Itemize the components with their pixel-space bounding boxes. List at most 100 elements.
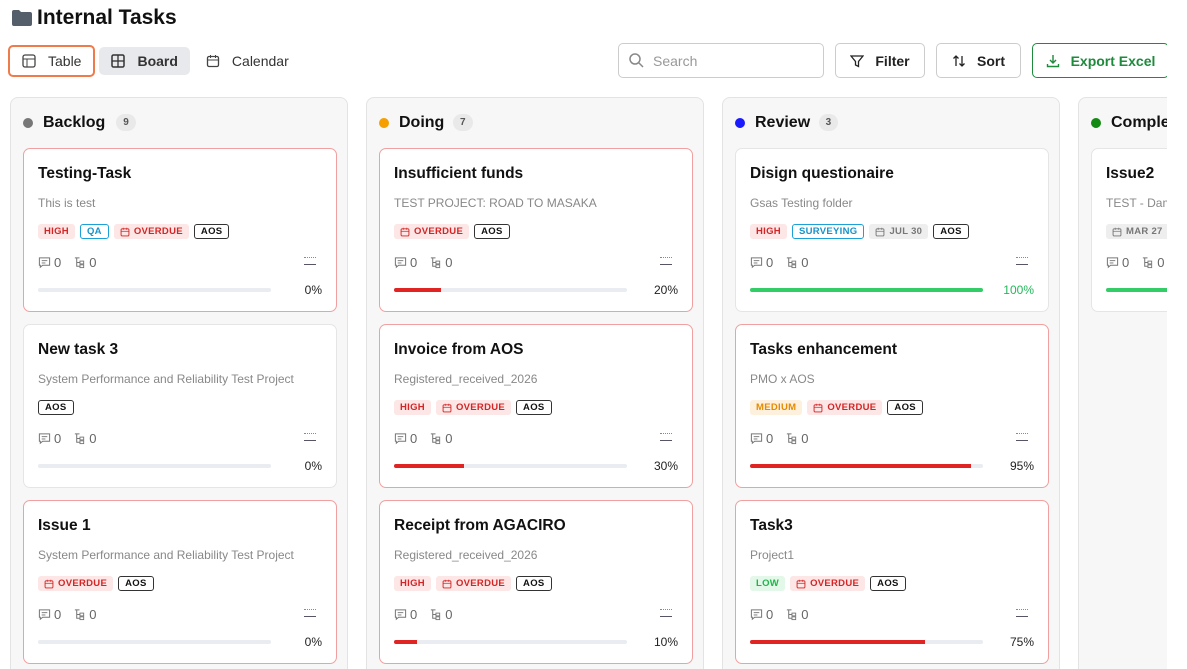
assignee-logo bbox=[660, 257, 672, 265]
card-title: New task 3 bbox=[38, 341, 119, 358]
tag-row: MEDIUM OVERDUE AOS bbox=[750, 400, 928, 415]
view-tab[interactable]: Board bbox=[99, 47, 190, 75]
tag-calendar-icon bbox=[400, 227, 410, 237]
subtask-count: 0 bbox=[801, 431, 809, 446]
tag-label: AOS bbox=[45, 402, 67, 413]
tag-calendar-icon-svg bbox=[44, 579, 54, 588]
view-icon bbox=[22, 54, 36, 68]
assignee-logo bbox=[304, 433, 316, 441]
task-card[interactable]: Issue 1 System Performance and Reliabilit… bbox=[23, 500, 337, 664]
card-title: Tasks enhancement bbox=[750, 341, 898, 358]
task-card[interactable]: Tasks enhancement PMO x AOS MEDIUM OVERDUE A… bbox=[735, 324, 1049, 488]
comment-icon bbox=[750, 432, 763, 445]
task-card[interactable]: Disign questionaire Gsas Testing folder HI… bbox=[735, 148, 1049, 312]
action-icon-svg bbox=[953, 54, 965, 67]
column-dot bbox=[23, 118, 33, 128]
tag-label: LOW bbox=[756, 578, 780, 589]
card-title: Receipt from AGACIRO bbox=[394, 517, 566, 534]
task-card[interactable]: Task3 Project1 LOW OVERDUE AOS 0 0 75% bbox=[735, 500, 1049, 664]
tag-label: HIGH bbox=[756, 226, 781, 237]
search-icon bbox=[629, 53, 644, 68]
action-button[interactable]: Sort bbox=[936, 43, 1021, 78]
view-tab[interactable]: Table bbox=[8, 45, 96, 77]
tag-calendar-icon bbox=[796, 579, 806, 589]
progress-label: 95% bbox=[1009, 459, 1034, 473]
tag: JUL 30 bbox=[869, 224, 929, 239]
card-project: Registered_received_2026 bbox=[394, 548, 538, 562]
assignee-logo bbox=[1016, 609, 1028, 617]
progress-fill bbox=[394, 288, 441, 292]
progress-track bbox=[38, 640, 271, 644]
progress-fill bbox=[750, 640, 925, 644]
tag: OVERDUE bbox=[435, 400, 512, 415]
tag-label: AOS bbox=[481, 226, 503, 237]
column-name: Review bbox=[755, 114, 811, 131]
action-icon-svg bbox=[1046, 54, 1059, 67]
column-dot bbox=[379, 118, 389, 128]
tag-calendar-icon bbox=[1112, 227, 1122, 237]
comment-icon-svg bbox=[394, 609, 407, 621]
tag-calendar-icon bbox=[44, 579, 54, 589]
tag-label: QA bbox=[86, 226, 102, 237]
comment-count: 0 bbox=[410, 607, 418, 622]
card-project: System Performance and Reliability Test … bbox=[38, 372, 294, 386]
tag: MAR 27 bbox=[1106, 224, 1167, 239]
tag: AOS bbox=[474, 224, 510, 239]
subtask-icon-svg bbox=[75, 609, 85, 621]
tag-label: OVERDUE bbox=[414, 226, 464, 237]
action-button[interactable]: Filter bbox=[835, 43, 925, 78]
tag: AOS bbox=[516, 576, 552, 591]
subtask-icon bbox=[429, 608, 442, 621]
comment-icon-svg bbox=[394, 257, 407, 269]
view-icon-svg bbox=[206, 55, 220, 68]
tag-label: AOS bbox=[894, 402, 916, 413]
progress-label: 20% bbox=[653, 283, 678, 297]
tag: QA bbox=[79, 224, 109, 239]
comment-icon-svg bbox=[1106, 257, 1119, 269]
subtask-icon-svg bbox=[787, 257, 797, 269]
assignee-logo bbox=[660, 609, 672, 617]
comment-icon bbox=[38, 432, 51, 445]
search-box[interactable]: Search bbox=[618, 43, 824, 78]
tag: OVERDUE bbox=[790, 576, 866, 591]
comment-count: 0 bbox=[766, 255, 774, 270]
subtask-count: 0 bbox=[801, 255, 809, 270]
comment-icon-svg bbox=[750, 609, 763, 621]
task-card[interactable]: New task 3 System Performance and Reliabi… bbox=[23, 324, 337, 488]
task-card[interactable]: Issue2 TEST - Dam MAR 27 0 0 bbox=[1091, 148, 1167, 312]
tag-label: AOS bbox=[125, 578, 147, 589]
task-card[interactable]: Testing-Task This is test HIGH QA OVERDUE AOS… bbox=[23, 148, 337, 312]
comment-icon bbox=[750, 608, 763, 621]
view-label: Calendar bbox=[231, 53, 289, 69]
task-card[interactable]: Invoice from AOS Registered_received_2026… bbox=[379, 324, 693, 488]
tag-calendar-icon bbox=[120, 227, 130, 237]
action-label: Export Excel bbox=[1070, 52, 1156, 69]
comment-count: 0 bbox=[766, 607, 774, 622]
comment-icon-svg bbox=[750, 433, 763, 445]
column-count: 3 bbox=[818, 114, 839, 131]
column-dot bbox=[735, 118, 745, 128]
task-card[interactable]: Insufficient funds TEST PROJECT: ROAD TO … bbox=[379, 148, 693, 312]
column-name: Doing bbox=[399, 114, 445, 131]
tag-row: HIGH OVERDUE AOS bbox=[394, 576, 557, 591]
progress-track bbox=[38, 464, 271, 468]
subtask-icon bbox=[73, 608, 86, 621]
view-label: Table bbox=[48, 53, 82, 69]
card-project: System Performance and Reliability Test … bbox=[38, 548, 294, 562]
view-icon-svg bbox=[111, 54, 126, 68]
task-card[interactable]: Receipt from AGACIRO Registered_received_… bbox=[379, 500, 693, 664]
assignee-logo bbox=[1016, 433, 1028, 441]
subtask-icon-svg bbox=[431, 257, 441, 269]
view-label: Board bbox=[137, 53, 178, 69]
subtask-count: 0 bbox=[445, 431, 453, 446]
action-button[interactable]: Export Excel bbox=[1032, 43, 1167, 78]
tag: AOS bbox=[516, 400, 552, 415]
view-tab[interactable]: Calendar bbox=[194, 47, 301, 75]
comment-count: 0 bbox=[1122, 255, 1130, 270]
progress-label: 0% bbox=[304, 459, 322, 473]
tag: AOS bbox=[38, 400, 74, 415]
subtask-icon bbox=[785, 608, 798, 621]
